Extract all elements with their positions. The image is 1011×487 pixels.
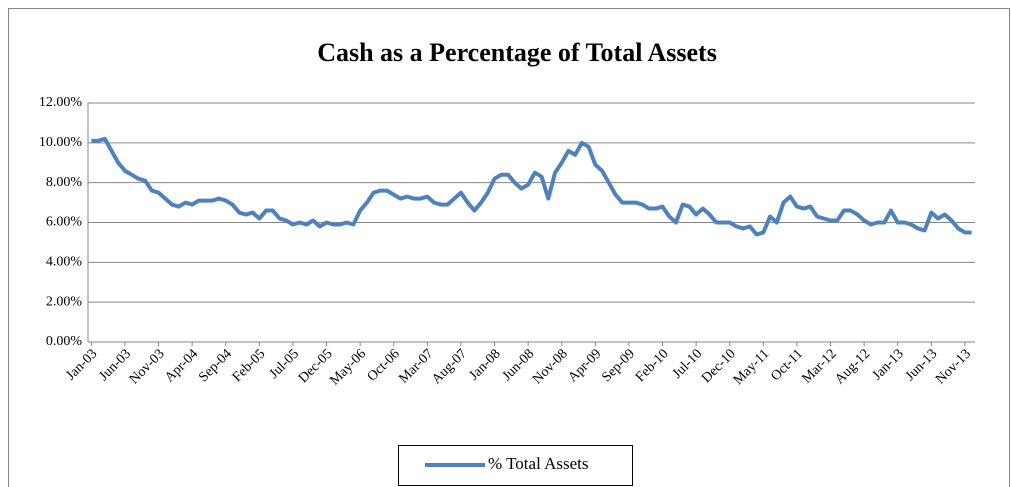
chart-title: Cash as a Percentage of Total Assets <box>317 38 717 67</box>
y-tick-label: 4.00% <box>46 255 83 270</box>
chart-border <box>8 8 1010 487</box>
y-tick-label: 0.00% <box>46 334 83 349</box>
y-tick-label: 10.00% <box>39 135 83 150</box>
y-tick-label: 8.00% <box>46 175 83 190</box>
y-tick-label: 6.00% <box>46 215 83 230</box>
data-line <box>91 136 972 237</box>
y-tick-label: 2.00% <box>46 294 83 309</box>
legend-label: % Total Assets <box>488 454 589 473</box>
y-tick-label: 12.00% <box>39 95 83 110</box>
